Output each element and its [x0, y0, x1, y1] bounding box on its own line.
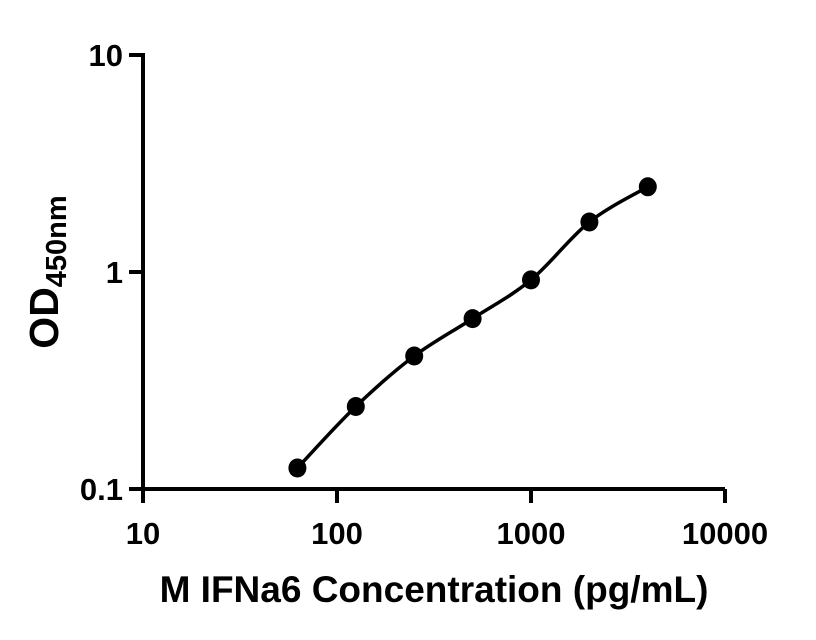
x-axis-label: M IFNa6 Concentration (pg/mL)	[160, 569, 709, 610]
y-axis-label-subscript: 450nm	[41, 195, 73, 287]
data-point	[346, 397, 365, 416]
x-tick-label: 100	[311, 516, 363, 551]
data-point	[463, 309, 482, 329]
y-tick-labels: 10 1 0.1	[80, 38, 123, 507]
x-tick-label: 10000	[682, 516, 768, 551]
data-point	[522, 270, 540, 290]
y-axis-label: OD450nm	[21, 195, 73, 348]
y-tick-label: 1	[106, 255, 123, 290]
y-tick-label: 10	[89, 38, 123, 73]
x-tick-label: 10	[126, 516, 160, 551]
data-point	[288, 458, 307, 478]
y-axis-label-main: OD	[21, 287, 67, 349]
data-point	[638, 177, 657, 197]
data-point	[580, 212, 599, 232]
standard-curve-series	[288, 177, 657, 478]
axes	[129, 53, 727, 503]
x-tick-labels: 10 100 1000 10000	[126, 516, 768, 551]
data-point	[405, 346, 424, 366]
y-tick-label: 0.1	[80, 472, 123, 507]
x-tick-label: 1000	[497, 516, 566, 551]
